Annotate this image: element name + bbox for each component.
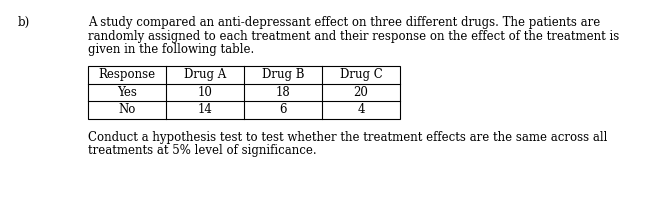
Text: Response: Response	[99, 68, 156, 81]
Text: Conduct a hypothesis test to test whether the treatment effects are the same acr: Conduct a hypothesis test to test whethe…	[88, 131, 607, 144]
Text: 10: 10	[198, 86, 212, 99]
Bar	[88, 66, 400, 119]
Text: No: No	[119, 103, 136, 116]
Text: 4: 4	[357, 103, 365, 116]
Text: given in the following table.: given in the following table.	[88, 43, 254, 56]
Text: treatments at 5% level of significance.: treatments at 5% level of significance.	[88, 144, 316, 157]
Text: Drug A: Drug A	[184, 68, 226, 81]
Text: b): b)	[18, 16, 30, 29]
Text: 18: 18	[276, 86, 290, 99]
Text: 6: 6	[279, 103, 287, 116]
Text: A study compared an anti-depressant effect on three different drugs. The patient: A study compared an anti-depressant effe…	[88, 16, 600, 29]
Text: Yes: Yes	[117, 86, 137, 99]
Text: 20: 20	[354, 86, 368, 99]
Text: randomly assigned to each treatment and their response on the effect of the trea: randomly assigned to each treatment and …	[88, 30, 619, 43]
Text: Drug B: Drug B	[262, 68, 304, 81]
Text: Drug C: Drug C	[340, 68, 382, 81]
Text: 14: 14	[198, 103, 212, 116]
